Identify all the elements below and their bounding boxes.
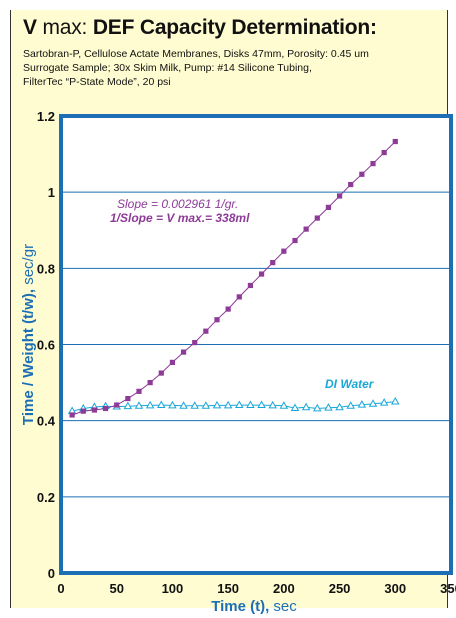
data-point <box>324 403 333 411</box>
data-point <box>180 349 187 355</box>
y-tick-label: 0 <box>48 566 55 581</box>
data-point <box>357 400 367 408</box>
y-tick-label: 1 <box>48 185 55 200</box>
data-point <box>190 401 199 409</box>
data-point <box>134 401 144 409</box>
data-point <box>236 294 242 300</box>
data-point <box>168 400 177 409</box>
data-point <box>102 405 109 412</box>
x-tick-label: 100 <box>162 581 184 596</box>
data-point <box>212 400 222 409</box>
data-point <box>314 215 320 221</box>
x-tick-label: 200 <box>273 581 295 596</box>
data-point <box>80 408 86 414</box>
data-point <box>169 359 176 365</box>
x-tick-label: 350 <box>440 581 456 596</box>
x-tick-label: 50 <box>109 581 123 596</box>
subtitle-line: Sartobran-P, Cellulose Actate Membranes,… <box>23 48 369 60</box>
data-point <box>290 403 300 411</box>
x-tick-label: 300 <box>384 581 406 596</box>
chart-subtitle: Sartobran-P, Cellulose Actate Membranes,… <box>23 47 443 89</box>
chart-title: V max: DEF Capacity Determination: <box>23 16 377 40</box>
data-point <box>145 400 155 409</box>
data-point <box>359 171 365 177</box>
data-point <box>303 226 309 232</box>
y-tick-label: 1.2 <box>37 109 55 124</box>
data-point <box>203 328 209 334</box>
x-axis-label: Time (t), sec <box>211 598 297 615</box>
y-tick-label: 0.2 <box>37 490 55 505</box>
data-point <box>147 379 153 386</box>
data-point <box>246 400 255 408</box>
data-point <box>348 181 354 188</box>
x-tick-label: 250 <box>329 581 351 596</box>
y-tick-label: 0.4 <box>37 414 56 429</box>
data-point <box>69 412 75 418</box>
data-point <box>335 402 344 411</box>
data-point <box>136 388 142 394</box>
data-point <box>391 397 400 405</box>
data-point <box>346 401 355 409</box>
y-tick-label: 0.6 <box>37 338 55 353</box>
plot-border <box>59 114 453 575</box>
data-point <box>114 402 120 408</box>
data-point <box>235 400 244 408</box>
data-point <box>270 260 276 266</box>
data-point <box>292 237 298 244</box>
data-point <box>125 395 131 402</box>
data-point <box>258 271 265 277</box>
x-tick-label: 150 <box>217 581 239 596</box>
title-vmax: V <box>23 16 37 39</box>
y-tick-label: 0.8 <box>37 261 55 276</box>
data-point <box>214 317 220 323</box>
data-point <box>368 399 378 407</box>
data-point <box>370 161 376 167</box>
data-point <box>123 401 133 410</box>
subtitle-line: Surrogate Sample; 30x Skim Milk, Pump: #… <box>23 62 312 74</box>
data-point <box>336 193 343 199</box>
data-point <box>225 306 231 312</box>
data-point <box>257 400 266 408</box>
title-main: DEF Capacity Determination: <box>92 16 377 39</box>
title-vmax-rest: max: <box>42 16 88 39</box>
data-point <box>379 398 389 406</box>
data-point <box>268 400 277 409</box>
y-axis-label: Time / Weight (t/w), sec/gr <box>20 244 37 425</box>
data-point <box>158 370 164 376</box>
data-point <box>381 149 387 156</box>
data-point <box>281 248 287 254</box>
data-point <box>192 339 198 346</box>
slope-annotation: Slope = 0.002961 1/gr. <box>117 197 238 211</box>
water-series-label: DI Water <box>325 377 375 391</box>
subtitle-line: FilterTec “P-State Mode”, 20 psi <box>23 76 171 88</box>
data-point <box>201 401 211 409</box>
x-tick-label: 0 <box>57 581 64 596</box>
data-point <box>157 400 166 408</box>
data-point <box>223 400 233 409</box>
data-point <box>91 407 98 413</box>
data-point <box>325 204 332 210</box>
data-point <box>179 401 188 409</box>
data-point <box>313 403 322 412</box>
data-point <box>392 138 398 145</box>
data-point <box>279 401 289 409</box>
data-point <box>301 402 311 411</box>
data-point <box>247 282 254 289</box>
inverse-slope-annotation: 1/Slope = V max.= 338ml <box>110 211 250 225</box>
